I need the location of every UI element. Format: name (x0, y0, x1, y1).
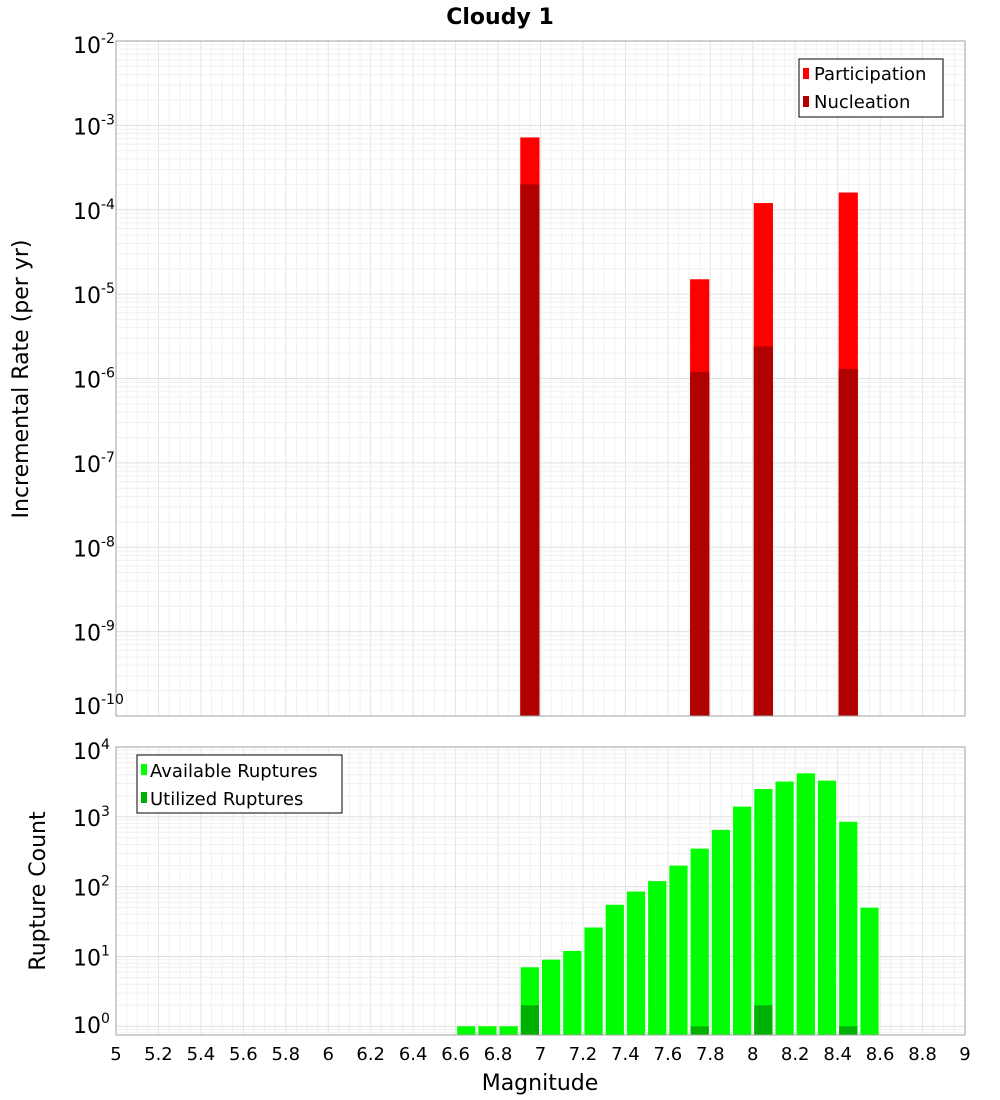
nucleation-bar (838, 368, 858, 716)
magnitude-x-ticks: 5 5.2 5.4 5.6 5.8 6 6.2 6.4 6.6 6.8 7 7.2 7.4 7.6 7.8 8… (110, 1044, 970, 1065)
available-bar (648, 881, 667, 1035)
rate-panel: 10-10 10-9 10-8 10-7 10-6 10-5 10-4 10-3 10-2 In… (9, 31, 966, 720)
rate-y-tick-label: 10-6 (73, 366, 115, 394)
x-tick-label: 6.4 (399, 1044, 428, 1065)
rate-y-tick-label: 10-4 (73, 197, 115, 225)
rate-y-ticks: 10-10 10-9 10-8 10-7 10-6 10-5 10-4 10-3 10-2 (73, 31, 124, 720)
available-bar (457, 1026, 476, 1035)
count-panel: 100 101 102 103 104 5 5.2 5.4 5.6 5.8 6 6.2 6.4 6.6 6… (26, 737, 971, 1096)
available-bar (796, 773, 815, 1035)
x-tick-label: 7.2 (569, 1044, 598, 1065)
rate-grid (115, 40, 966, 717)
available-bar (669, 865, 688, 1035)
rate-legend: Participation Nucleation (798, 58, 944, 118)
rate-y-tick-label: 10-10 (73, 692, 124, 720)
legend-swatch-participation (803, 68, 809, 79)
utilized-bar (754, 1005, 773, 1035)
rate-legend-box (798, 58, 944, 118)
x-tick-label: 8.4 (823, 1044, 852, 1065)
nucleation-bar (520, 184, 540, 717)
legend-label-utilized: Utilized Ruptures (150, 789, 303, 810)
count-legend-box (136, 754, 343, 814)
legend-label-participation: Participation (814, 64, 926, 85)
count-y-ticks: 100 101 102 103 104 (73, 737, 110, 1039)
chart-title: Cloudy 1 (446, 5, 554, 30)
x-axis-label: Magnitude (482, 1071, 599, 1096)
nucleation-bar (690, 371, 710, 716)
x-tick-label: 5.8 (271, 1044, 300, 1065)
rate-y-tick-label: 10-5 (73, 281, 115, 309)
rate-y-tick-label: 10-3 (73, 112, 115, 140)
available-bar (605, 904, 624, 1035)
legend-swatch-utilized (141, 792, 147, 803)
available-bar (775, 781, 794, 1035)
x-tick-label: 6.8 (484, 1044, 513, 1065)
x-tick-label: 6.6 (441, 1044, 470, 1065)
available-bar (499, 1026, 518, 1035)
x-tick-label: 5.6 (229, 1044, 258, 1065)
x-tick-label: 5.4 (187, 1044, 216, 1065)
x-tick-label: 7 (535, 1044, 546, 1065)
rate-y-tick-label: 10-9 (73, 619, 115, 647)
utilized-bar (839, 1026, 858, 1035)
available-bar (478, 1026, 497, 1035)
x-tick-label: 6 (323, 1044, 334, 1065)
utilized-bar (520, 1005, 539, 1035)
available-bar (733, 806, 752, 1035)
count-y-tick-label: 104 (73, 737, 110, 765)
count-y-tick-label: 101 (73, 943, 110, 971)
count-y-tick-label: 103 (73, 804, 110, 832)
x-tick-label: 8 (747, 1044, 758, 1065)
x-tick-label: 6.2 (356, 1044, 385, 1065)
rate-y-tick-label: 10-2 (73, 31, 115, 59)
available-bar (754, 789, 773, 1035)
x-tick-label: 9 (959, 1044, 970, 1065)
x-tick-label: 8.8 (908, 1044, 937, 1065)
available-bar (839, 821, 858, 1035)
available-bar (860, 907, 879, 1035)
available-bar (626, 891, 646, 1035)
count-y-tick-label: 100 (73, 1011, 110, 1039)
x-tick-label: 5 (110, 1044, 121, 1065)
x-tick-label: 7.6 (654, 1044, 683, 1065)
legend-swatch-nucleation (803, 96, 809, 107)
rate-bars (520, 137, 858, 717)
count-y-axis-label: Rupture Count (26, 811, 51, 971)
nucleation-bar (753, 346, 773, 716)
legend-swatch-available (141, 764, 147, 775)
x-tick-label: 7.4 (611, 1044, 640, 1065)
legend-label-nucleation: Nucleation (814, 92, 910, 113)
available-bar (563, 950, 582, 1035)
available-bar (584, 927, 603, 1035)
available-bar (542, 959, 561, 1035)
x-tick-label: 8.6 (866, 1044, 895, 1065)
rate-y-tick-label: 10-8 (73, 534, 115, 562)
available-bar (690, 848, 709, 1035)
rate-y-tick-label: 10-7 (73, 450, 115, 478)
x-tick-label: 7.8 (696, 1044, 725, 1065)
rate-y-axis-label: Incremental Rate (per yr) (9, 240, 34, 519)
available-bar (711, 829, 731, 1035)
x-tick-label: 5.2 (144, 1044, 173, 1065)
available-bar (817, 780, 837, 1035)
x-tick-label: 8.2 (781, 1044, 810, 1065)
utilized-bar (690, 1026, 709, 1035)
rate-plot-frame (115, 40, 966, 717)
count-bars (457, 773, 879, 1035)
count-y-tick-label: 102 (73, 874, 110, 902)
legend-label-available: Available Ruptures (150, 761, 318, 782)
count-legend: Available Ruptures Utilized Ruptures (136, 754, 343, 814)
count-plot-frame (115, 746, 966, 1036)
